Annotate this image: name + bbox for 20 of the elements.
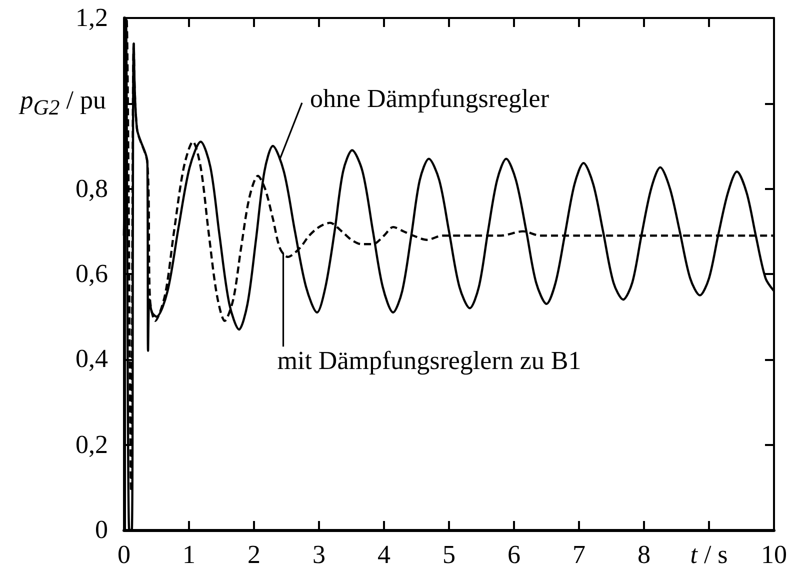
- x-tick-label: 0: [118, 540, 130, 570]
- y-tick-label: 1,2: [76, 3, 108, 33]
- y-tick-label: 0,4: [76, 344, 108, 374]
- x-axis-title: t / s: [690, 540, 728, 570]
- y-tick-label: 0,2: [76, 430, 108, 460]
- y-tick-label: 0,8: [76, 174, 108, 204]
- y-tick-label: 0,6: [76, 259, 108, 289]
- x-tick-label: 2: [248, 540, 260, 570]
- x-tick-label: 5: [442, 540, 456, 570]
- x-tick-label: 8: [638, 540, 650, 570]
- x-tick-label: 6: [508, 540, 520, 570]
- x-tick-label: 1: [182, 540, 196, 570]
- x-tick-label: 3: [312, 540, 326, 570]
- annotation: mit Dämpfungsreglern zu B1: [277, 346, 582, 376]
- x-tick-label: 4: [378, 540, 390, 570]
- annotation: ohne Dämpfungsregler: [310, 84, 549, 114]
- y-axis-title: p$_{G2}$ / pu: [20, 86, 106, 121]
- x-tick-label: 10: [761, 540, 787, 570]
- y-tick-label: 0: [95, 515, 108, 545]
- x-tick-label: 7: [572, 540, 586, 570]
